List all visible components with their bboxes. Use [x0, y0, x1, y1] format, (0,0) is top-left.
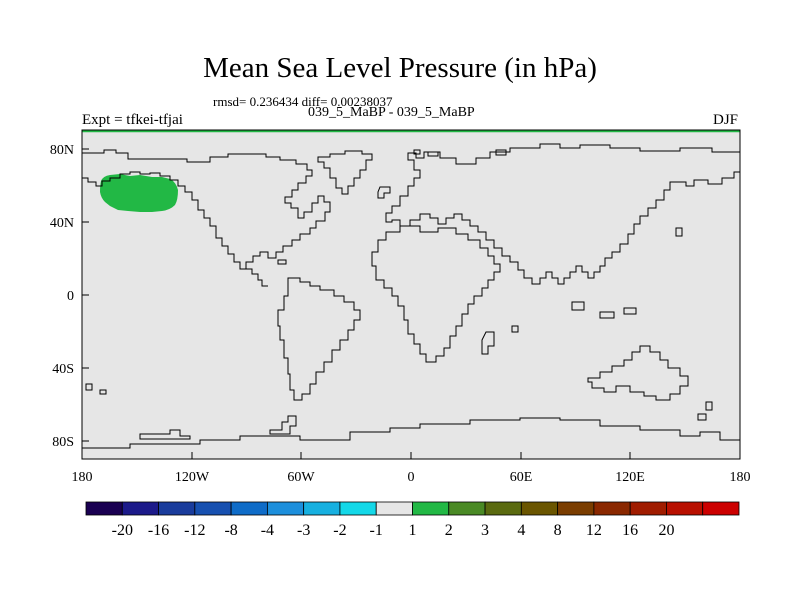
experiment-label: Expt = tfkei-tfjai [82, 112, 183, 128]
lon-tick-label: 60W [287, 470, 315, 485]
colorbar-label: 3 [481, 522, 489, 539]
coast-small-islands-left [85, 383, 107, 395]
colorbar-label: -16 [148, 522, 169, 539]
colorbar-label: 16 [622, 522, 638, 539]
coast-africa [371, 225, 501, 363]
colorbar-label: 2 [445, 522, 453, 539]
lat-tick-label: 40N [50, 216, 74, 231]
coast-new-zealand [697, 401, 713, 421]
coast-eurasia [385, 143, 741, 285]
colorbar: -20 -16 -12 -8 -4 -3 -2 -1 1 2 3 4 8 12 16 20 [85, 501, 740, 539]
lat-tick-label: 40S [52, 362, 74, 377]
colorbar-label: -8 [224, 522, 237, 539]
coast-greenland [317, 150, 373, 195]
colorbar-swatch [303, 501, 341, 516]
colorbar-label: -2 [333, 522, 346, 539]
coast-small-island-southwest [139, 429, 191, 440]
colorbar-label: 8 [554, 522, 562, 539]
colorbar-swatch [702, 501, 740, 516]
coast-central-america [246, 268, 268, 287]
lon-tick-label: 180 [72, 470, 93, 485]
period-label: 039_5_MaBP - 039_5_MaBP [308, 105, 475, 120]
colorbar-swatch [666, 501, 704, 516]
lon-tick-label: 120E [615, 470, 645, 485]
colorbar-swatch [557, 501, 595, 516]
colorbar-swatch [194, 501, 232, 516]
colorbar-swatch [484, 501, 522, 516]
lon-tick-label: 120W [175, 470, 210, 485]
map-background [82, 130, 740, 459]
colorbar-label: -12 [184, 522, 205, 539]
coast-indonesia [571, 301, 637, 319]
coast-arctic-islands [413, 149, 507, 157]
colorbar-swatch [375, 501, 413, 516]
lon-tick-label: 0 [408, 470, 415, 485]
coast-australia [587, 345, 689, 401]
stats-text: rmsd= 0.236434 diff= 0.00238037 [213, 94, 393, 109]
coast-antarctica [82, 417, 740, 449]
colorbar-swatch [339, 501, 377, 516]
coast-sri-lanka [511, 325, 519, 333]
colorbar-swatch [629, 501, 667, 516]
colorbar-swatch [412, 501, 450, 516]
lat-tick-label: 80S [52, 435, 74, 450]
colorbar-label: 1 [409, 522, 417, 539]
coastlines [82, 143, 741, 449]
coast-madagascar [481, 331, 495, 355]
colorbar-swatch [593, 501, 631, 516]
coast-japan [675, 227, 683, 237]
anomaly-region [100, 174, 178, 212]
longitude-axis: 180 120W 60W 0 60E 120E 180 [72, 452, 751, 485]
colorbar-swatch [158, 501, 196, 516]
season-label: DJF [713, 112, 739, 128]
lat-tick-label: 0 [67, 289, 74, 304]
colorbar-swatch [85, 501, 123, 516]
colorbar-label: -1 [370, 522, 383, 539]
colorbar-label: 20 [658, 522, 674, 539]
latitude-axis: 80N 40N 0 40S 80S [50, 143, 89, 450]
coast-south-america [277, 277, 361, 401]
colorbar-label: 4 [517, 522, 525, 539]
colorbar-swatch [266, 501, 305, 516]
colorbar-swatch [121, 501, 159, 516]
colorbar-label: -20 [112, 522, 133, 539]
coast-iceland [377, 186, 391, 199]
colorbar-label: 12 [586, 522, 602, 539]
coast-caribbean [277, 259, 287, 265]
colorbar-swatch [230, 501, 268, 516]
colorbar-label: -3 [297, 522, 310, 539]
coast-antarctic-peninsula [269, 415, 297, 435]
lon-tick-label: 180 [730, 470, 751, 485]
lon-tick-label: 60E [510, 470, 533, 485]
colorbar-label: -4 [261, 522, 274, 539]
colorbar-swatch [520, 501, 559, 516]
map-title: Mean Sea Level Pressure (in hPa) [203, 52, 597, 84]
lat-tick-label: 80N [50, 143, 74, 158]
colorbar-swatch [448, 501, 486, 516]
coast-north-america [82, 149, 331, 270]
